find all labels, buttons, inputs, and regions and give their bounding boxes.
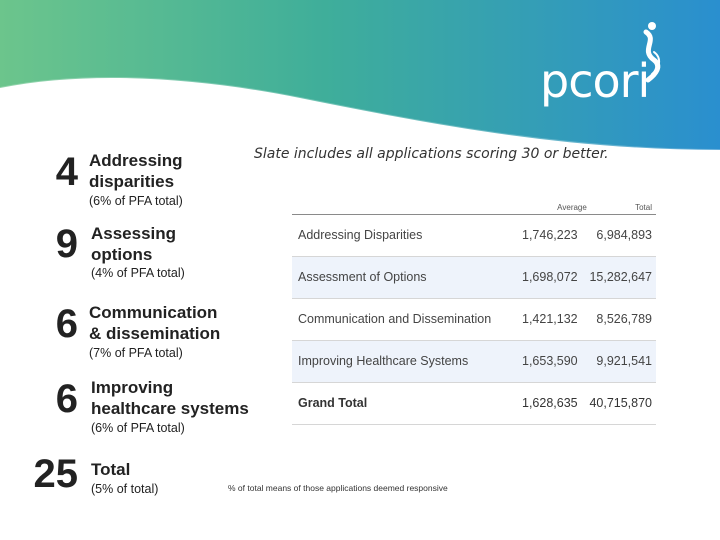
footnote: % of total means of those applications d… xyxy=(228,483,448,493)
item-count: 9 xyxy=(55,222,78,266)
table-row: Assessment of Options 1,698,072 15,282,6… xyxy=(292,257,656,299)
item-label: Assessing options xyxy=(91,224,177,264)
table-row: Addressing Disparities 1,746,223 6,984,8… xyxy=(292,215,656,257)
item-count: 25 xyxy=(33,452,79,496)
header-average: Average xyxy=(557,203,587,212)
item-label: Total xyxy=(91,460,131,479)
slate-note: Slate includes all applications scoring … xyxy=(254,146,609,162)
item-percentage: (4% of PFA total) xyxy=(91,266,185,280)
item-percentage: (7% of PFA total) xyxy=(89,346,183,360)
item-count: 4 xyxy=(55,150,78,194)
summary-table: Average Total Addressing Disparities 1,7… xyxy=(292,200,656,425)
item-count: 6 xyxy=(55,377,78,421)
item-count: 6 xyxy=(55,302,78,346)
item-label: Addressing disparities xyxy=(89,151,183,191)
item-label: Communication & dissemination xyxy=(89,303,221,343)
pcori-logo-figure-icon xyxy=(643,22,661,83)
item-percentage: (5% of total) xyxy=(91,482,159,496)
item-label: Improving healthcare systems xyxy=(91,378,249,418)
header-total: Total xyxy=(635,203,652,212)
table-header: Average Total xyxy=(292,200,656,214)
item-percentage: (6% of PFA total) xyxy=(91,421,185,435)
pcori-logo: pcori xyxy=(540,54,650,108)
header-banner xyxy=(0,0,720,150)
table-row-grand-total: Grand Total 1,628,635 40,715,870 xyxy=(292,383,656,425)
table-divider xyxy=(292,214,656,215)
table-row: Improving Healthcare Systems 1,653,590 9… xyxy=(292,341,656,383)
item-percentage: (6% of PFA total) xyxy=(89,194,183,208)
table-row: Communication and Dissemination 1,421,13… xyxy=(292,299,656,341)
